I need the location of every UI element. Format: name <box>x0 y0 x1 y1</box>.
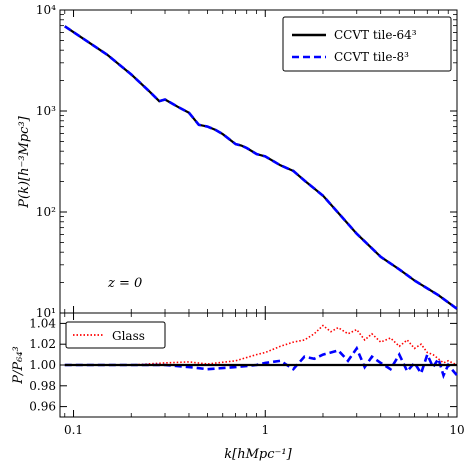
top-ticks: 10¹ 10² 10³ 10⁴ <box>36 3 458 320</box>
bottom-series <box>64 324 458 380</box>
bottom-y-tick-label: 1.04 <box>29 316 56 330</box>
bottom-line-series-1 <box>64 345 458 380</box>
bottom-legend-box <box>65 321 166 349</box>
bottom-line-glass <box>64 324 458 366</box>
bottom-y-tick-label: 1.00 <box>29 358 56 372</box>
bottom-panel: 0.960.981.001.021.040.1 1 10 Glass P/P₆₄³ … <box>11 312 465 462</box>
x-tick-label: 0.1 <box>64 423 83 437</box>
top-y-tick-label: 10³ <box>36 104 56 118</box>
x-axis-label: k[hMpc⁻¹] <box>224 447 292 462</box>
redshift-annotation: z = 0 <box>107 276 142 291</box>
top-y-axis-label: P(k)[h⁻³Mpc³] <box>17 115 32 208</box>
top-y-tick-label: 10¹ <box>36 306 56 320</box>
top-y-tick-label: 10⁴ <box>36 3 56 17</box>
x-tick-label: 10 <box>449 423 464 437</box>
bottom-y-tick-label: 0.98 <box>29 379 56 393</box>
x-tick-label: 1 <box>261 423 269 437</box>
bottom-ticks: 0.96 0.98 1.00 1.02 1.04 0.1 1 10 <box>29 313 465 437</box>
top-legend: CCVT tile-64³ CCVT tile-8³ <box>282 16 452 72</box>
bottom-y-tick-label: 0.96 <box>29 400 56 414</box>
bottom-legend: Glass <box>65 321 166 349</box>
legend-label-ccvt-8: CCVT tile-8³ <box>334 50 409 64</box>
bottom-y-axis-label: P/P₆₄³ <box>11 346 26 385</box>
legend-label-glass: Glass <box>112 329 145 343</box>
top-line-ccvt-tile-8 <box>64 25 458 310</box>
legend-label-ccvt-64: CCVT tile-64³ <box>334 28 417 42</box>
top-series <box>64 25 458 310</box>
top-y-tick-label: 10² <box>36 205 56 219</box>
bottom-y-tick-label: 1.02 <box>29 337 56 351</box>
